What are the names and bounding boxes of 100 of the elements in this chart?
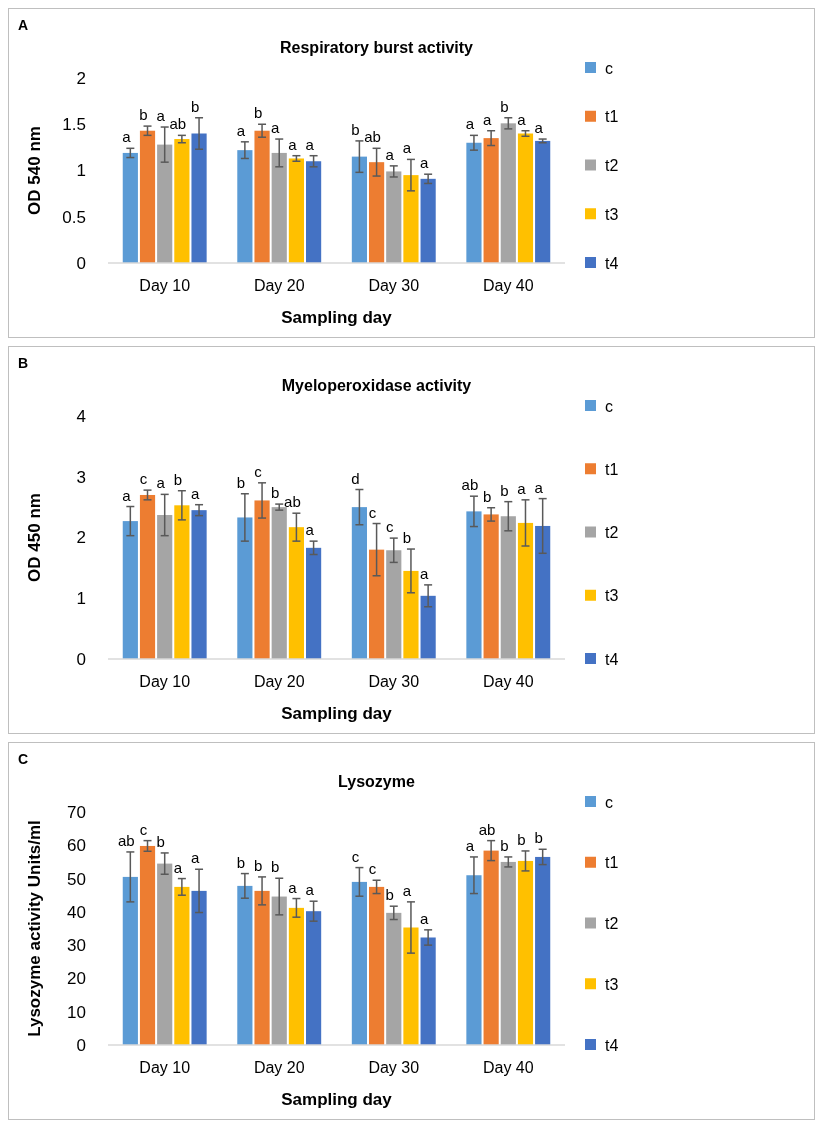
data-label: a xyxy=(419,154,429,172)
chart-title: Respiratory burst activity xyxy=(280,39,474,56)
bar xyxy=(254,500,270,659)
bar xyxy=(351,507,367,659)
bar xyxy=(122,521,138,659)
legend-label: t4 xyxy=(605,254,619,272)
data-label: a xyxy=(271,119,281,137)
data-label: d xyxy=(351,469,360,487)
x-tick-label: Day 10 xyxy=(139,277,191,294)
bar xyxy=(420,937,436,1045)
bar xyxy=(174,505,190,659)
y-tick-label: 1 xyxy=(76,161,86,181)
x-axis-title: Sampling day xyxy=(281,308,393,327)
legend-label: c xyxy=(605,397,613,415)
chart-title: Myeloperoxidase activity xyxy=(281,377,472,394)
data-label: a xyxy=(534,478,544,496)
bar xyxy=(271,152,287,263)
legend-label: t2 xyxy=(605,915,619,933)
data-label: a xyxy=(402,881,412,899)
bar xyxy=(535,525,551,659)
x-tick-label: Day 40 xyxy=(482,673,534,690)
bar xyxy=(517,860,534,1045)
x-tick-label: Day 20 xyxy=(253,673,305,690)
y-tick-label: 4 xyxy=(76,406,86,426)
data-label: a xyxy=(465,836,475,854)
y-tick-label: 60 xyxy=(67,836,86,856)
bar xyxy=(483,850,499,1045)
x-tick-label: Day 10 xyxy=(139,1059,191,1076)
data-label: ab xyxy=(364,128,381,146)
data-label: c xyxy=(139,470,148,488)
data-label: a xyxy=(534,119,544,137)
bar xyxy=(139,130,156,263)
bar xyxy=(466,142,482,263)
bar xyxy=(288,158,304,263)
bar xyxy=(386,550,402,659)
bar xyxy=(403,927,419,1045)
y-axis-title: OD 540 nm xyxy=(25,126,44,215)
bar xyxy=(466,875,482,1045)
y-tick-label: 1 xyxy=(76,589,86,609)
y-tick-label: 1.5 xyxy=(62,115,86,135)
x-tick-label: Day 20 xyxy=(253,1059,305,1076)
legend-label: t3 xyxy=(605,205,619,223)
bar xyxy=(466,511,482,659)
data-label: b xyxy=(236,853,246,871)
y-tick-label: 2 xyxy=(76,68,86,88)
y-tick-label: 0 xyxy=(76,1035,86,1055)
text: C xyxy=(18,751,29,767)
legend-label: c xyxy=(605,59,613,77)
x-tick-label: Day 30 xyxy=(368,277,420,294)
data-label: c xyxy=(368,860,377,878)
x-axis-title: Sampling day xyxy=(281,704,393,723)
bar xyxy=(420,595,436,659)
y-tick-label: 10 xyxy=(67,1002,86,1022)
x-tick-label: Day 30 xyxy=(368,1059,420,1076)
bar xyxy=(191,890,207,1045)
y-tick-label: 0 xyxy=(76,253,86,273)
bar xyxy=(500,123,516,263)
text: B xyxy=(18,355,29,371)
y-tick-label: 50 xyxy=(67,869,86,889)
data-label: b xyxy=(190,97,200,115)
bar xyxy=(237,517,253,659)
bar xyxy=(483,138,499,263)
bar xyxy=(306,161,322,263)
bar xyxy=(369,549,385,659)
data-label: c xyxy=(351,847,360,865)
legend-label: t1 xyxy=(605,460,619,478)
data-label: b xyxy=(173,470,183,488)
bar xyxy=(288,907,304,1045)
bar xyxy=(174,139,190,263)
bar xyxy=(351,881,367,1045)
bar xyxy=(306,547,322,659)
y-tick-label: 40 xyxy=(67,902,86,922)
data-label: a xyxy=(419,909,429,927)
chart-title: Lysozyme xyxy=(338,773,415,790)
y-tick-label: 20 xyxy=(67,969,86,989)
data-label: b xyxy=(402,529,412,547)
data-label: a xyxy=(156,474,166,492)
bar xyxy=(483,514,499,659)
data-label: c xyxy=(139,820,148,838)
legend-label: t1 xyxy=(605,854,619,872)
y-tick-label: 3 xyxy=(76,467,86,487)
data-label: b xyxy=(156,832,165,850)
x-tick-label: Day 40 xyxy=(482,1059,534,1076)
bar xyxy=(403,175,419,263)
data-label: a xyxy=(156,107,166,125)
data-label: a xyxy=(173,858,183,876)
data-label: a xyxy=(465,115,475,133)
legend-label: c xyxy=(605,793,613,811)
data-label: a xyxy=(190,849,200,867)
bar xyxy=(535,856,551,1045)
data-label: a xyxy=(190,484,200,502)
bar xyxy=(191,510,207,659)
x-tick-label: Day 30 xyxy=(368,673,420,690)
data-label: a xyxy=(122,128,132,146)
data-label: a xyxy=(236,121,246,139)
data-label: b xyxy=(534,829,543,847)
data-label: ab xyxy=(478,820,496,838)
text: A xyxy=(18,17,29,33)
bar xyxy=(420,178,436,263)
data-label: a xyxy=(419,564,429,582)
